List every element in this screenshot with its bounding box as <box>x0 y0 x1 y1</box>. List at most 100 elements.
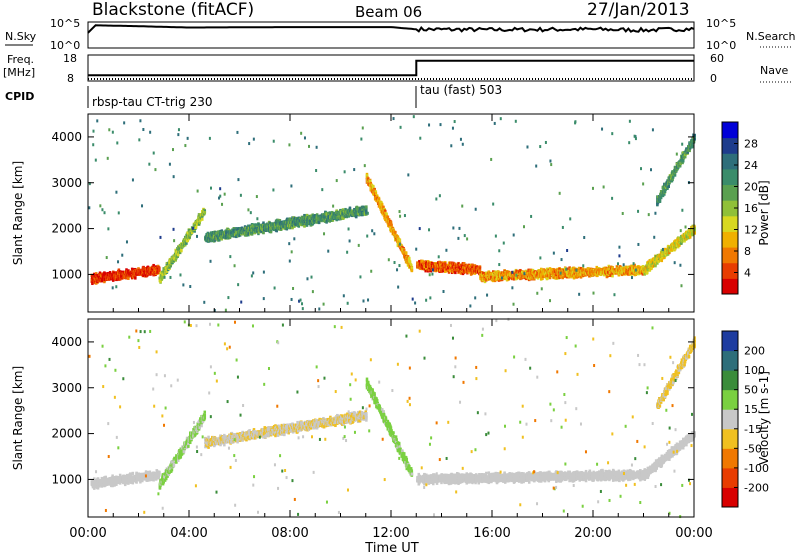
freq-left-tick-bottom: 8 <box>67 72 74 85</box>
data-cell <box>269 230 273 234</box>
data-cell <box>317 215 320 219</box>
nsky-label: N.Sky <box>5 30 37 43</box>
data-cell <box>363 212 367 216</box>
data-cell <box>125 270 129 274</box>
data-cell <box>390 223 393 227</box>
data-cell <box>174 254 177 258</box>
data-cell <box>353 214 356 218</box>
data-cell <box>355 215 358 219</box>
data-cell <box>342 216 345 220</box>
data-cell <box>125 276 128 280</box>
freq-right-tick-top: 60 <box>710 52 724 65</box>
data-cell <box>373 188 376 192</box>
data-cell <box>123 270 127 274</box>
data-cell <box>310 222 313 226</box>
data-cell <box>374 190 378 194</box>
data-cell <box>262 221 265 225</box>
data-cell <box>94 277 97 281</box>
data-cell <box>94 279 97 283</box>
cpid-panel: CPID rbsp-tau CT-trig 230 tau (fast) 503 <box>5 83 502 109</box>
data-cell <box>162 267 165 271</box>
data-cell <box>144 267 147 271</box>
data-cell <box>404 251 408 255</box>
data-cell <box>377 196 381 200</box>
data-cell <box>180 249 183 253</box>
data-cell <box>125 268 128 272</box>
cpid-program-2: tau (fast) 503 <box>420 83 502 97</box>
data-cell <box>180 247 183 251</box>
data-cell <box>130 267 134 271</box>
data-cell <box>159 271 163 275</box>
data-cell <box>275 229 278 233</box>
data-cell <box>173 256 177 260</box>
data-cell <box>308 214 311 218</box>
data-cell <box>335 209 338 213</box>
data-cell <box>240 226 244 230</box>
data-cell <box>365 205 368 209</box>
data-cell <box>335 218 338 222</box>
data-cell <box>171 261 174 265</box>
data-cell <box>90 273 94 277</box>
data-cell <box>394 237 397 241</box>
data-cell <box>218 237 221 241</box>
data-cell <box>258 229 261 233</box>
data-cell <box>281 222 284 226</box>
data-cell <box>186 231 189 235</box>
data-cell <box>398 238 402 242</box>
data-cell <box>296 221 300 225</box>
data-cell <box>384 218 387 222</box>
data-cell <box>253 223 256 227</box>
nsky-left-tick-top: 10^5 <box>50 17 80 30</box>
data-cell <box>216 230 220 234</box>
data-cell <box>92 275 95 279</box>
data-cell <box>327 219 330 223</box>
data-cell <box>291 226 294 230</box>
data-cell <box>365 174 369 178</box>
data-cell <box>238 233 242 237</box>
data-cell <box>174 258 177 262</box>
data-cell <box>257 228 260 232</box>
data-cell <box>168 265 171 269</box>
data-cell <box>331 210 334 214</box>
data-cell <box>279 226 283 230</box>
data-cell <box>366 180 369 184</box>
data-cell <box>410 266 414 270</box>
data-cell <box>385 212 388 216</box>
data-cell <box>238 226 242 230</box>
nsky-right-tick-bottom: 10^0 <box>706 39 736 52</box>
freq-right-tick-bottom: 0 <box>710 72 717 85</box>
data-cell <box>385 215 388 219</box>
data-cell <box>101 272 104 276</box>
data-cell <box>217 232 220 236</box>
data-cell <box>251 230 254 234</box>
data-cell <box>286 218 289 222</box>
data-cell <box>290 218 294 222</box>
data-cell <box>278 219 282 223</box>
data-cell <box>328 219 332 223</box>
data-cell <box>274 223 277 227</box>
data-cell <box>371 187 374 191</box>
data-cell <box>96 273 99 277</box>
data-cell <box>247 224 250 228</box>
data-cell <box>141 268 145 272</box>
nsky-right-tick-top: 10^5 <box>706 17 736 30</box>
data-cell <box>362 205 366 209</box>
data-cell <box>158 266 161 270</box>
data-cell <box>186 239 189 243</box>
data-cell <box>389 226 393 230</box>
data-cell <box>386 215 390 219</box>
data-cell <box>374 191 378 195</box>
data-cell <box>304 214 308 218</box>
data-cell <box>227 230 231 234</box>
nsky-series-line <box>87 24 695 34</box>
data-cell <box>317 220 321 224</box>
data-cell <box>277 219 280 223</box>
data-cell <box>178 251 182 255</box>
data-cell <box>165 269 169 273</box>
data-cell <box>309 220 313 224</box>
data-cell <box>279 227 283 231</box>
nsky-panel: N.Sky 10^5 10^0 10^5 10^0 N.Search <box>5 17 796 52</box>
data-cell <box>134 274 137 278</box>
data-cell <box>158 269 161 273</box>
